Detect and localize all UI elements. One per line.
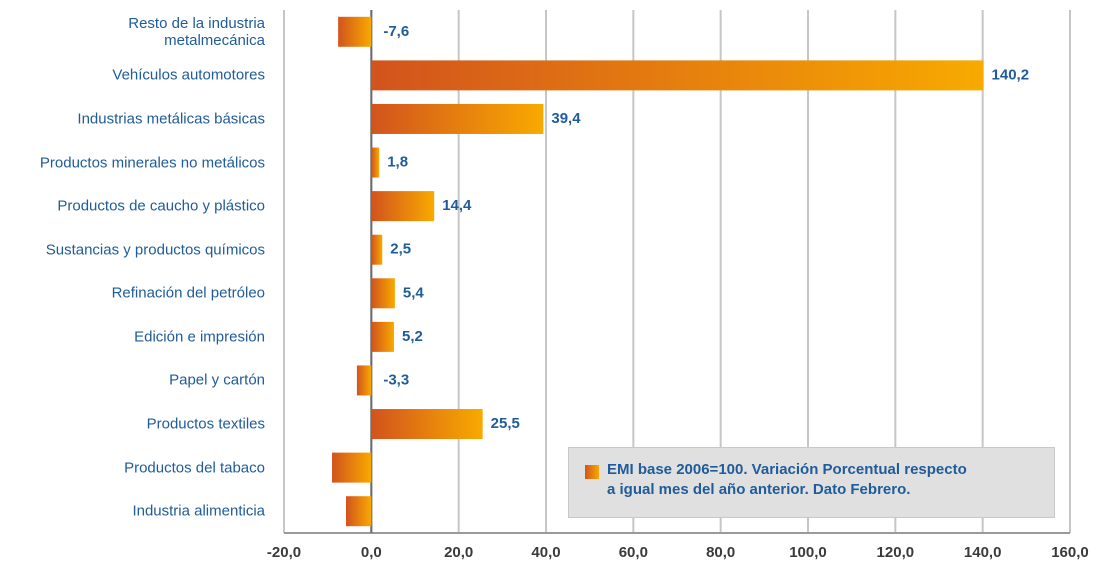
x-tick-label: 60,0 xyxy=(619,544,648,561)
bar xyxy=(356,365,372,396)
y-tick-label: Edición e impresión xyxy=(134,328,265,346)
y-tick-label: Productos minerales no metálicos xyxy=(39,154,265,172)
value-label: 5,2 xyxy=(402,328,423,345)
value-label: 39,4 xyxy=(551,110,581,127)
x-tick-label: 80,0 xyxy=(706,544,735,561)
x-tick-label: 140,0 xyxy=(964,544,1002,561)
bar xyxy=(346,496,372,527)
bar xyxy=(332,452,372,483)
legend-swatch xyxy=(585,465,599,479)
x-tick-label: -20,0 xyxy=(267,544,301,561)
y-tick-label: Refinación del petróleo xyxy=(111,284,265,302)
x-tick-label: 0,0 xyxy=(361,544,382,561)
value-label: 2,5 xyxy=(390,241,411,258)
bar xyxy=(371,191,435,222)
y-tick-label: Industrias metálicas básicas xyxy=(77,110,265,128)
value-label: 5,4 xyxy=(403,284,425,301)
value-label: 25,5 xyxy=(491,415,520,432)
y-tick-label: Industria alimenticia xyxy=(132,502,265,520)
bar xyxy=(371,321,395,352)
bar xyxy=(371,60,984,91)
x-tick-label: 20,0 xyxy=(444,544,473,561)
value-label: 1,8 xyxy=(387,154,408,171)
x-tick-label: 100,0 xyxy=(789,544,827,561)
legend-label: EMI base 2006=100. Variación Porcentual … xyxy=(607,461,967,498)
y-tick-label: Papel y cartón xyxy=(169,371,265,389)
bar xyxy=(371,234,383,265)
y-tick-label: Vehículos automotores xyxy=(112,66,265,84)
legend: EMI base 2006=100. Variación Porcentual … xyxy=(568,447,1055,518)
bar xyxy=(371,147,380,178)
bar xyxy=(371,278,395,309)
bar xyxy=(371,103,544,134)
value-label: 140,2 xyxy=(992,66,1030,83)
y-tick-label: Productos de caucho y plástico xyxy=(57,197,265,215)
value-label: 14,4 xyxy=(442,197,472,214)
x-tick-label: 160,0 xyxy=(1051,544,1089,561)
y-tick-label: Resto de la industria metalmecánica xyxy=(128,14,265,49)
bar xyxy=(371,409,483,440)
x-tick-label: 120,0 xyxy=(877,544,915,561)
value-label: -3,3 xyxy=(383,371,409,388)
value-label: -7,6 xyxy=(383,23,409,40)
y-tick-label: Productos del tabaco xyxy=(124,459,265,477)
x-tick-label: 40,0 xyxy=(531,544,560,561)
y-tick-label: Sustancias y productos químicos xyxy=(45,241,265,259)
bar xyxy=(338,16,372,47)
y-tick-label: Productos textiles xyxy=(146,415,265,433)
